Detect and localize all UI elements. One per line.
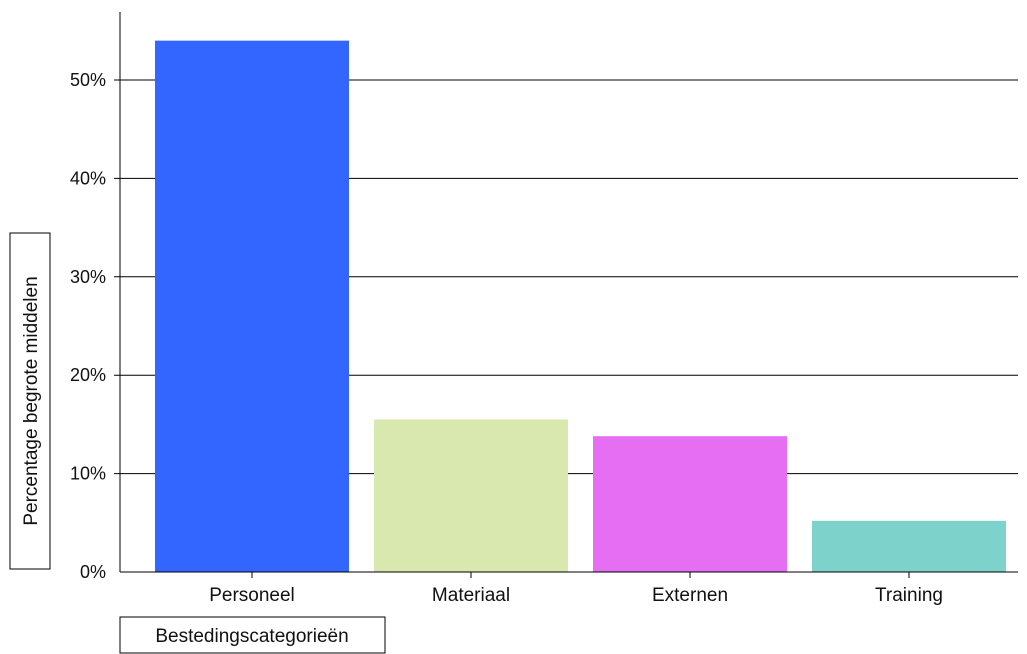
y-axis-title-box: Percentage begrote middelen [9, 232, 51, 570]
x-axis-title: Bestedingscategorieën [155, 626, 348, 647]
bar-training [812, 520, 1006, 572]
x-axis-title-box: Bestedingscategorieën [119, 616, 386, 654]
y-tick-label: 40% [70, 168, 106, 188]
y-tick-label: 30% [70, 267, 106, 287]
bars [155, 40, 1006, 572]
y-tick-label: 50% [70, 70, 106, 90]
x-tick-label: Personeel [209, 585, 295, 606]
x-tick-label: Externen [652, 585, 728, 606]
y-tick-label: 10% [70, 464, 106, 484]
bar-materiaal [374, 419, 568, 572]
bar-personeel [155, 40, 349, 572]
y-tick-labels: 0% 10% 20% 30% 40% 50% [70, 70, 106, 582]
bar-externen [593, 436, 787, 572]
x-tick-label: Training [875, 585, 943, 606]
x-tick-labels: Personeel Materiaal Externen Training [209, 572, 943, 606]
y-tick-label: 20% [70, 365, 106, 385]
y-axis-title: Percentage begrote middelen [21, 276, 42, 525]
x-tick-label: Materiaal [432, 585, 510, 606]
y-tick-label: 0% [80, 562, 106, 582]
